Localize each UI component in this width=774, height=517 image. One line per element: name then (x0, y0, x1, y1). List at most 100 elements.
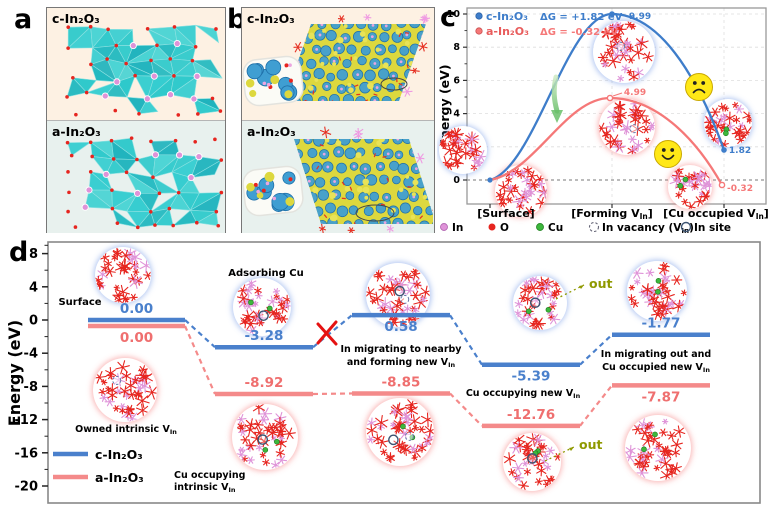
atom-bond (623, 124, 629, 135)
atom-bond (671, 450, 681, 455)
atom-bond (366, 288, 375, 298)
edge-atom-mark (418, 45, 428, 49)
yellow-isosurface-spot (301, 37, 307, 43)
atom-bond (105, 387, 112, 392)
yellow-isosurface-spot (347, 82, 352, 87)
blue-isosurface-blob (317, 189, 330, 201)
atom-bond (389, 303, 393, 315)
o-atom (66, 25, 71, 29)
blue-isosurface-blob (355, 96, 366, 101)
polyhedra-cluster (65, 24, 223, 117)
o-atom (69, 153, 74, 158)
yellow-isosurface-spot (410, 214, 416, 220)
atom-bond (733, 128, 741, 138)
cu-occupying-new-vin-label: Cu occupying new VIn (466, 388, 581, 400)
yellow-isosurface-spot (411, 192, 416, 197)
atom-bond (535, 178, 544, 181)
in-atom (337, 46, 341, 50)
in-atom (296, 152, 300, 156)
atom-bond (125, 408, 135, 412)
molecule-inset (667, 164, 713, 210)
atom-bond (537, 179, 544, 188)
blue-isosurface-blob (364, 139, 374, 144)
blue-isosurface-blob (379, 32, 390, 43)
in-vacancy-legend-label: In vacancy (VIn) (602, 222, 694, 235)
polyhedron (154, 207, 174, 226)
atom-bond (611, 145, 627, 148)
atom-bond (280, 299, 283, 309)
o-atom (71, 75, 75, 80)
blue-isosurface-blob (336, 205, 349, 218)
atom-bond (681, 200, 689, 204)
yellow-isosurface-spot (353, 56, 358, 61)
o-atom-stick (316, 165, 320, 170)
atom-bond (247, 440, 255, 451)
yellow-isosurface-spot (246, 182, 255, 192)
atom-bond (98, 280, 101, 291)
atom-bond (527, 206, 532, 217)
atom-bond (138, 381, 151, 391)
blue-isosurface-blob (360, 45, 371, 56)
atom-bond (641, 462, 647, 472)
atom-bond (103, 252, 107, 263)
molecule-inset (625, 259, 689, 323)
blue-isosurface-blob (351, 139, 362, 143)
y-tick-label: 6 (453, 75, 460, 86)
in-site-marker (258, 310, 269, 321)
blue-isosurface-blob (306, 58, 317, 70)
molecule-inset (364, 396, 436, 468)
atom-bond (255, 419, 261, 430)
yellow-isosurface-spot (294, 26, 299, 31)
in-site-marker (257, 434, 269, 445)
o-atom-stick (319, 143, 324, 147)
atom-bond (643, 453, 650, 461)
atom-bond (246, 280, 257, 286)
leader (614, 13, 627, 17)
in-atom (414, 167, 418, 171)
edge-atom-mark (318, 226, 327, 231)
legend-dg-a: ΔG = -0.32 eV (540, 27, 618, 38)
atom-bond (391, 301, 404, 312)
blue-isosurface-blob (325, 202, 336, 214)
cu-legend-label: Cu (548, 222, 563, 234)
atom-bond (542, 279, 551, 294)
atom-bond (107, 259, 110, 268)
o-atom-stick (338, 56, 342, 61)
atom-bond (636, 278, 639, 286)
cu-atom (525, 308, 532, 315)
atom-bond (121, 372, 131, 379)
atom-bond (398, 417, 401, 433)
o-atom (214, 27, 218, 31)
atom-bond (411, 308, 420, 312)
atom-bond (629, 284, 634, 291)
atom-bond (136, 384, 143, 392)
atom-bond (132, 265, 140, 269)
o-atom (153, 223, 157, 227)
atom-bond (145, 270, 151, 281)
atom-bond (648, 301, 663, 305)
blue-isosurface-blob (342, 58, 352, 69)
atom-bond (238, 448, 244, 461)
o-atom (176, 190, 181, 195)
o-atom-stick (373, 93, 378, 96)
legend-label-a: a-In₂O₃ (95, 470, 144, 485)
yellow-isosurface-spot (404, 40, 410, 46)
cu-atom (652, 431, 658, 438)
atom-bond (528, 276, 535, 283)
atom-bond (404, 289, 415, 292)
atom-bond (614, 111, 627, 120)
atom-bond (114, 284, 119, 291)
peak-value-c: 9.99 (629, 12, 651, 22)
atom-bond (99, 388, 106, 396)
polyhedron (138, 98, 159, 115)
atom-bond (97, 270, 108, 279)
atom-bond (411, 456, 419, 459)
atom-bond (526, 174, 538, 178)
o-atom (172, 25, 177, 29)
atom-bond (681, 185, 685, 193)
atom-bond (106, 374, 115, 378)
blue-isosurface-blob (399, 202, 411, 214)
atom-bond (409, 272, 421, 277)
yellow-isosurface-spot (359, 31, 366, 37)
atom-bond (606, 42, 617, 52)
